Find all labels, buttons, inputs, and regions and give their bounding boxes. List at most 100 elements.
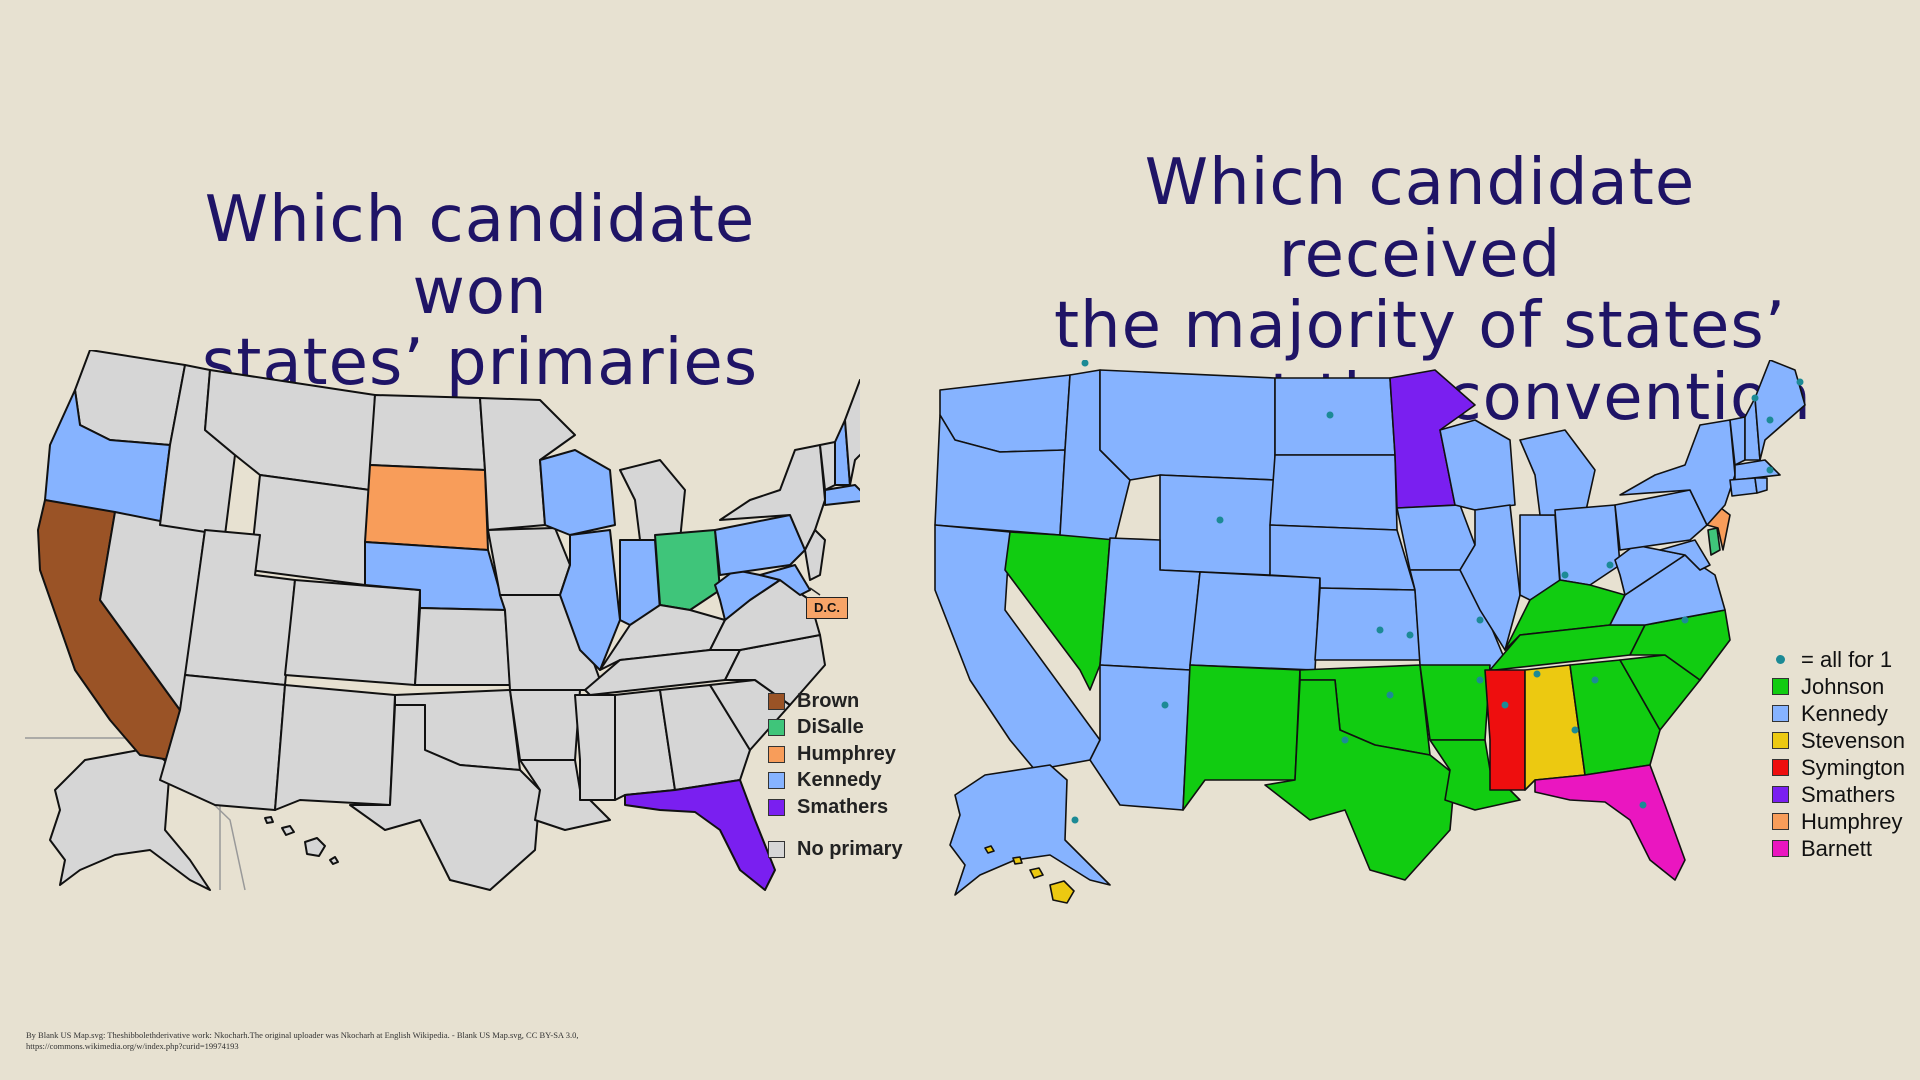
state-iowa [487,527,571,596]
state-wisconsin [539,449,616,536]
legend-item-kennedy: Kennedy [1772,700,1905,727]
state-pennsylvania [1614,489,1708,551]
legend-swatch [768,719,785,737]
state-louisiana [1429,739,1521,811]
state-wyoming [1159,474,1276,576]
state-colorado [1189,571,1321,671]
legend-label: No primary [797,838,903,861]
legend-item-no-primary: No primary [768,837,903,864]
state-michigan [619,459,686,541]
primaries-map [25,350,860,891]
legend-label: Humphrey [1801,808,1903,834]
legend-label: Humphrey [797,742,896,765]
state-new-mexico [274,684,396,811]
legend-label: Brown [797,689,860,712]
state-south-dakota [364,464,489,551]
left-map-title: Which candidate won states’ primaries [140,183,820,400]
credit-line-1: By Blank US Map.svg: Theshibbolethderiva… [26,1030,579,1040]
state-florida [1534,764,1686,881]
state-alaska [49,747,211,891]
state-louisiana [519,759,611,831]
state-texas [1264,679,1456,881]
legend-swatch [1772,705,1789,722]
legend-swatch [1772,813,1789,830]
right-title-line-2: the majority of states’ [1053,289,1787,364]
legend-label: Johnson [1801,673,1885,699]
dot-icon [1772,655,1789,664]
legend-label: Symington [1801,754,1905,780]
state-maryland [1659,539,1711,571]
state-texas [349,704,541,891]
state-iowa [1396,504,1476,571]
state-delaware [1707,527,1721,556]
state-new-mexico [1182,664,1301,811]
state-south-dakota [1269,454,1398,531]
state-hawaii [264,816,339,865]
state-illinois [1459,504,1521,651]
state-rhode-island [1754,477,1768,494]
legend-swatch [768,745,785,763]
legend-label: Kennedy [1801,700,1888,726]
convention-legend: = all for 1 Johnson Kennedy Stevenson Sy… [1772,646,1905,862]
state-arizona [1089,664,1191,811]
legend-swatch [768,772,785,790]
legend-gap [768,821,903,837]
state-michigan [1519,429,1596,516]
image-credit: By Blank US Map.svg: Theshibbolethderiva… [26,1030,746,1051]
legend-label: Stevenson [1801,727,1905,753]
legend-item-humphrey: Humphrey [768,741,903,768]
legend-item-all-for-one: = all for 1 [1772,646,1905,673]
state-montana [1099,369,1276,481]
state-north-dakota [1274,377,1396,456]
state-florida [624,779,776,891]
state-arkansas [1419,664,1491,741]
state-wisconsin [1439,419,1516,511]
state-georgia [659,684,751,791]
state-massachusetts [1734,459,1781,481]
legend-swatch [1772,759,1789,776]
primaries-legend: Brown DiSalle Humphrey Kennedy Smathers … [768,688,903,863]
legend-item-barnett: Barnett [1772,835,1905,862]
state-north-dakota [369,394,486,471]
legend-swatch [1772,786,1789,803]
legend-label: Smathers [797,795,889,818]
legend-swatch [1772,840,1789,857]
state-new-jersey [804,529,826,581]
legend-swatch [768,692,785,710]
legend-item-kennedy: Kennedy [768,768,903,795]
state-illinois [559,529,621,671]
legend-item-humphrey: Humphrey [1772,808,1905,835]
state-massachusetts [824,484,860,506]
credit-line-2: https://commons.wikimedia.org/w/index.ph… [26,1040,239,1051]
state-colorado [284,579,421,686]
legend-item-smathers: Smathers [1772,781,1905,808]
state-maryland [759,564,811,596]
state-kansas [414,607,511,686]
legend-label: DiSalle [797,716,864,739]
state-kansas [1314,587,1421,661]
state-mississippi [574,694,616,801]
state-pennsylvania [714,514,806,576]
convention-map [934,360,1806,904]
state-maine [1754,360,1806,461]
legend-item-stevenson: Stevenson [1772,727,1905,754]
legend-item-symington: Symington [1772,754,1905,781]
legend-label: Kennedy [797,769,882,792]
state-ohio [1554,504,1621,586]
legend-item-smathers: Smathers [768,794,903,821]
legend-label: = all for 1 [1801,646,1893,672]
state-ohio [654,529,721,611]
state-hawaii [984,845,1075,904]
left-title-line-1: Which candidate won [204,183,756,329]
legend-label: Barnett [1801,835,1872,861]
state-georgia [1569,659,1661,776]
legend-swatch [768,798,785,816]
legend-label: Smathers [1801,781,1896,807]
legend-swatch [768,841,785,859]
legend-swatch [1772,732,1789,749]
legend-swatch [1772,678,1789,695]
legend-item-johnson: Johnson [1772,673,1905,700]
right-title-line-1: Which candidate received [1144,146,1696,292]
state-arkansas [509,689,581,761]
dc-label: D.C. [806,597,848,619]
